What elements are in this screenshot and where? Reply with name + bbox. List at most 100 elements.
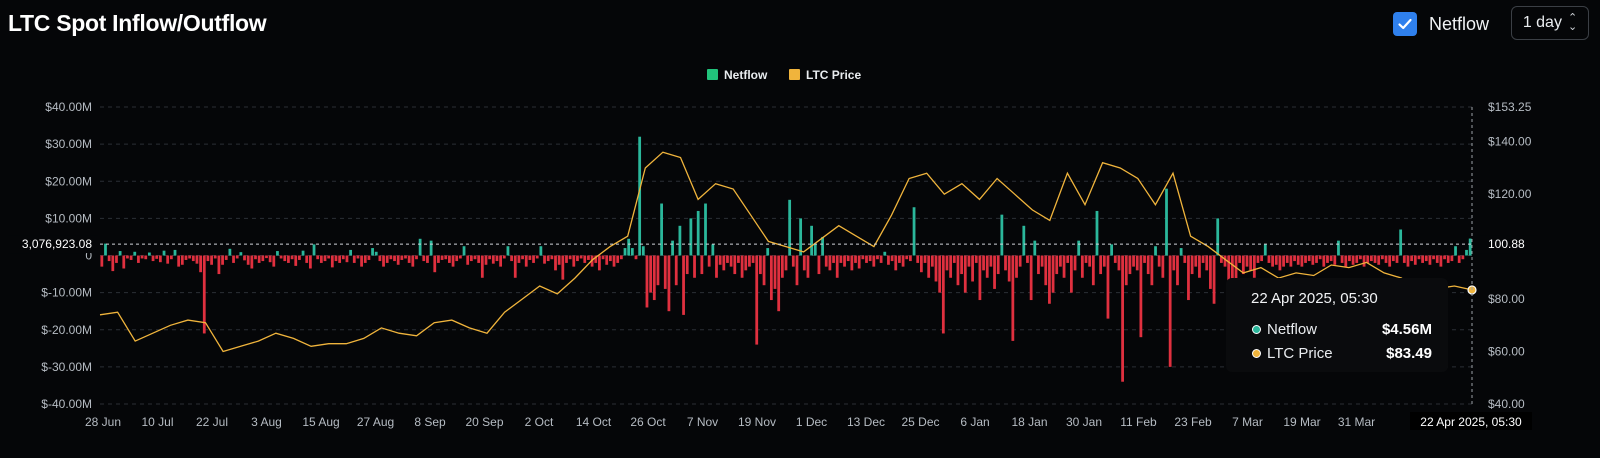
netflow-bar (748, 255, 751, 267)
netflow-bar (543, 255, 546, 264)
netflow-bar (1278, 255, 1282, 271)
netflow-bar (715, 255, 718, 278)
crosshair-date-label-bg (1410, 412, 1532, 430)
netflow-bar (835, 255, 839, 278)
netflow-bar (378, 255, 382, 262)
x-tick: 28 Jun (85, 415, 121, 429)
netflow-bar (572, 255, 576, 267)
netflow-bar (1245, 255, 1249, 267)
netflow-bar (319, 255, 323, 263)
netflow-bar (788, 199, 792, 256)
netflow-bar (246, 255, 250, 265)
netflow-bar (444, 255, 448, 260)
netflow-bar (711, 244, 715, 256)
netflow-bar (1432, 255, 1435, 260)
netflow-bar (843, 255, 846, 267)
netflow-bar (184, 255, 188, 260)
netflow-bar (678, 225, 682, 256)
netflow-bar (1066, 255, 1070, 263)
netflow-bar (1267, 255, 1271, 263)
x-tick: 31 Mar (1338, 415, 1375, 429)
netflow-bar (1029, 255, 1033, 301)
netflow-bar (652, 255, 656, 301)
netflow-bar (382, 255, 385, 267)
netflow-bar (971, 255, 974, 282)
netflow-bar (663, 255, 667, 289)
netflow-bar (813, 244, 817, 256)
x-tick: 7 Mar (1232, 415, 1263, 429)
netflow-bar (338, 255, 342, 263)
checkmark-icon (1393, 12, 1417, 36)
netflow-bar (1234, 255, 1238, 293)
netflow-bar (126, 255, 129, 259)
tooltip-date: 22 Apr 2025, 05:30 (1251, 290, 1378, 307)
crosshair-left-value: 3,076,923.08 (22, 237, 92, 251)
netflow-bar (1168, 255, 1172, 367)
netflow-bar (1468, 238, 1472, 256)
x-tick: 11 Feb (1120, 415, 1157, 429)
netflow-bar (458, 255, 462, 259)
netflow-bar (491, 255, 495, 264)
netflow-bar (1461, 255, 1465, 260)
netflow-bar (901, 255, 905, 267)
netflow-bar (1113, 255, 1117, 263)
y-right-tick: $153.25 (1488, 100, 1532, 114)
interval-select[interactable]: 1 day ⌃ ⌄ (1511, 6, 1589, 40)
netflow-bar (1351, 255, 1355, 265)
netflow-bar (861, 255, 865, 260)
netflow-bar (667, 255, 671, 312)
netflow-bar (235, 255, 239, 259)
netflow-bar (832, 255, 835, 263)
netflow-bar (137, 255, 140, 263)
netflow-bar (107, 255, 111, 262)
netflow-bar (133, 251, 137, 256)
netflow-bar (1296, 255, 1300, 265)
netflow-bar (502, 255, 506, 259)
netflow-bar (598, 255, 601, 271)
netflow-bar (689, 218, 693, 256)
netflow-bar (704, 203, 707, 256)
y-left-tick: $30.00M (45, 137, 92, 151)
netflow-bar (887, 255, 890, 265)
netflow-bar (1399, 229, 1403, 256)
x-tick: 6 Jan (960, 415, 989, 429)
netflow-bar (122, 255, 126, 269)
netflow-bar (722, 255, 726, 271)
netflow-bar (865, 255, 868, 263)
netflow-bar (1161, 255, 1165, 278)
netflow-bar (393, 255, 396, 262)
netflow-bar (1205, 255, 1209, 271)
netflow-bar (1238, 255, 1242, 263)
netflow-bar (1454, 246, 1457, 256)
netflow-bar (868, 255, 872, 262)
netflow-bar (806, 255, 810, 278)
netflow-bar (1040, 255, 1044, 267)
netflow-bar (148, 252, 151, 256)
netflow-bar (499, 255, 503, 267)
netflow-bar (693, 255, 696, 278)
netflow-bar (934, 255, 938, 282)
netflow-bar (250, 255, 254, 269)
netflow-bar (883, 251, 887, 256)
netflow-checkbox[interactable]: Netflow (1393, 12, 1489, 36)
legend-price-swatch (789, 69, 800, 80)
netflow-bar (1069, 255, 1073, 293)
netflow-bar (740, 255, 744, 278)
netflow-bar (1380, 255, 1384, 260)
netflow-bar (323, 255, 327, 262)
netflow-bar (1230, 255, 1234, 282)
netflow-bar (1124, 255, 1128, 286)
netflow-bar (989, 255, 993, 267)
netflow-bar (151, 255, 155, 262)
x-tick: 1 Dec (796, 415, 827, 429)
netflow-bar (645, 255, 649, 308)
netflow-bar (824, 255, 828, 267)
netflow-bar (557, 255, 561, 265)
netflow-bar (733, 255, 737, 275)
netflow-bar (568, 255, 572, 260)
netflow-bar (524, 255, 528, 267)
y-left-tick: $-30.00M (41, 360, 92, 374)
netflow-bar (1413, 255, 1417, 265)
netflow-bar (257, 255, 261, 263)
